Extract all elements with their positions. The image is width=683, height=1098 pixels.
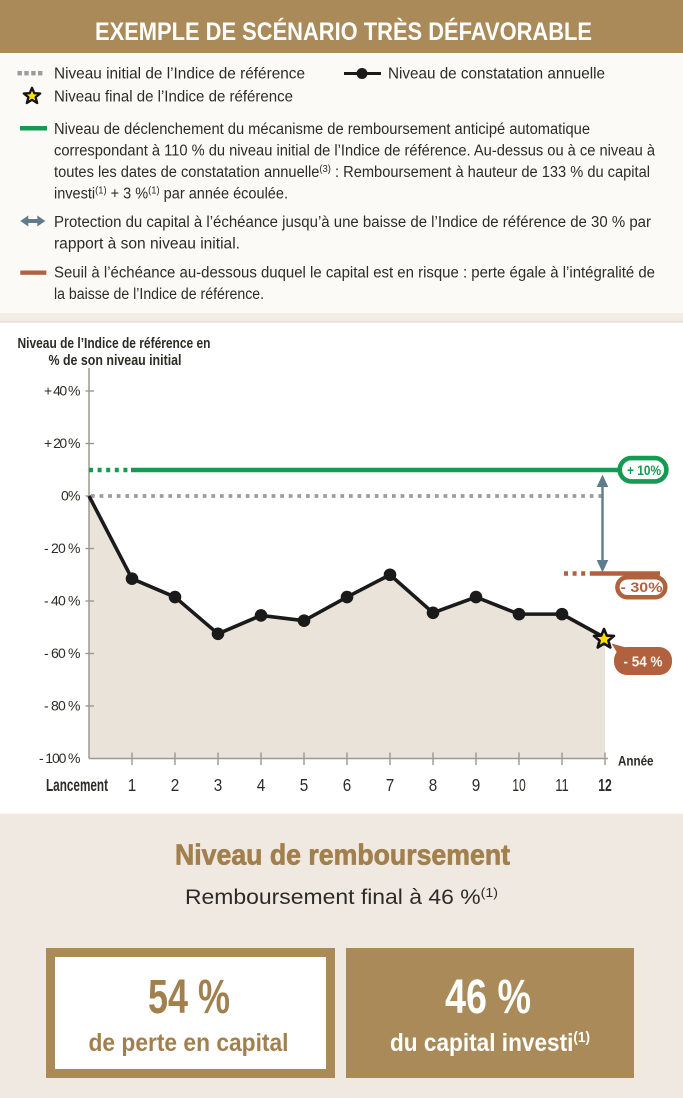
svg-text:Niveau de remboursement: Niveau de remboursement	[175, 840, 510, 872]
svg-text:rapport à son niveau initial.: rapport à son niveau initial.	[54, 236, 240, 253]
svg-text:12: 12	[598, 775, 612, 795]
svg-text:5: 5	[300, 775, 309, 795]
svg-text:11: 11	[555, 775, 569, 795]
svg-text:- 40 %: - 40 %	[44, 593, 81, 609]
svg-text:10: 10	[512, 775, 526, 795]
svg-text:- 54 %: - 54 %	[624, 655, 663, 671]
svg-text:46 %: 46 %	[445, 971, 531, 1024]
svg-text:investi(1) + 3 %(1) par année: investi(1) + 3 %(1) par année écoulée.	[54, 186, 288, 203]
svg-text:+ 20 %: + 20 %	[44, 435, 81, 451]
svg-text:8: 8	[429, 775, 438, 795]
svg-text:Année: Année	[618, 753, 654, 769]
svg-text:du capital investi(1): du capital investi(1)	[390, 1029, 590, 1057]
svg-text:9: 9	[472, 775, 481, 795]
svg-text:- 30%: - 30%	[621, 580, 663, 595]
svg-text:la baisse de l’Indice de référ: la baisse de l’Indice de référence.	[54, 286, 264, 303]
svg-text:Lancement: Lancement	[46, 775, 108, 795]
svg-text:7: 7	[386, 775, 395, 795]
svg-text:54 %: 54 %	[148, 971, 230, 1024]
svg-text:1: 1	[128, 775, 137, 795]
svg-text:6: 6	[343, 775, 352, 795]
svg-text:Seuil à l’échéance au-dessous: Seuil à l’échéance au-dessous duquel le …	[54, 265, 655, 282]
svg-text:2: 2	[171, 775, 180, 795]
svg-text:Niveau de l’Indice de référenc: Niveau de l’Indice de référence en	[18, 336, 211, 352]
svg-text:+ 40 %: + 40 %	[44, 383, 81, 399]
svg-text:de perte en capital: de perte en capital	[89, 1029, 289, 1057]
svg-text:Niveau de constatation annuell: Niveau de constatation annuelle	[388, 66, 605, 83]
svg-text:- 80 %: - 80 %	[44, 698, 81, 714]
svg-text:Niveau final de l’Indice de ré: Niveau final de l’Indice de référence	[54, 89, 293, 106]
svg-text:- 100 %: - 100 %	[39, 750, 81, 766]
svg-text:- 20 %: - 20 %	[44, 540, 81, 556]
svg-text:Remboursement final à 46 %(1): Remboursement final à 46 % (1)	[185, 885, 498, 909]
svg-text:+ 10%: + 10%	[627, 463, 661, 478]
svg-text:3: 3	[214, 775, 223, 795]
svg-text:Niveau de déclenchement du méc: Niveau de déclenchement du mécanisme de …	[54, 121, 590, 138]
svg-text:4: 4	[257, 775, 266, 795]
svg-text:0 %: 0 %	[61, 488, 81, 504]
svg-text:Niveau initial de l’Indice de: Niveau initial de l’Indice de référence	[54, 66, 305, 83]
svg-text:EXEMPLE DE SCÉNARIO TRÈS DÉFAV: EXEMPLE DE SCÉNARIO TRÈS DÉFAVORABLE	[95, 17, 592, 46]
svg-text:- 60 %: - 60 %	[44, 645, 81, 661]
svg-text:correspondant à 110 % du nivea: correspondant à 110 % du niveau initial …	[54, 143, 655, 160]
svg-text:% de son niveau initial: % de son niveau initial	[49, 353, 182, 369]
svg-text:toutes les dates de constatati: toutes les dates de constatation annuell…	[54, 164, 650, 181]
svg-text:Protection du capital à l’éché: Protection du capital à l’échéance jusqu…	[54, 214, 651, 231]
